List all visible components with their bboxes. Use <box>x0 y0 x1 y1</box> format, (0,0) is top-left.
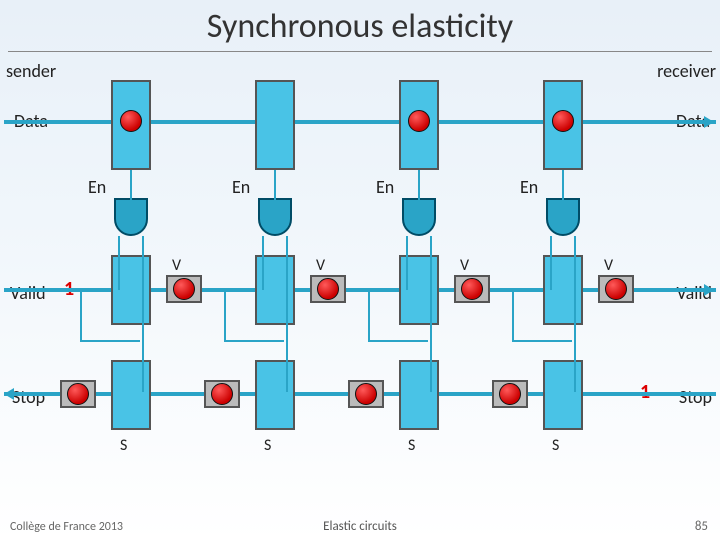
stop-arrow <box>4 388 14 400</box>
v-dot-0 <box>173 278 195 300</box>
s-label-3: S <box>552 436 559 455</box>
en-wire-0b <box>142 236 144 392</box>
cross-3 <box>512 340 572 342</box>
valid-reg-3 <box>543 255 583 325</box>
v-label-3: V <box>604 256 613 275</box>
en-gate-1 <box>252 200 298 238</box>
footer-right: 85 <box>695 519 708 534</box>
valid-reg-1 <box>255 255 295 325</box>
cross-0v <box>80 292 82 340</box>
receiver-label: receiver <box>657 60 716 82</box>
valid-reg-2 <box>399 255 439 325</box>
s-dot-2 <box>355 383 377 405</box>
v-label-2: V <box>460 256 469 275</box>
data-reg-1 <box>255 80 295 170</box>
en-gate-2 <box>396 200 442 238</box>
data-dot-1 <box>408 110 430 132</box>
en-label-0: En <box>88 176 106 198</box>
s-dot-0 <box>67 383 89 405</box>
sender-label: sender <box>6 60 56 82</box>
en-label-3: En <box>520 176 538 198</box>
cross-3v <box>512 292 514 340</box>
en-gate-0 <box>108 200 154 238</box>
footer-mid: Elastic circuits <box>0 519 720 534</box>
valid-arrow <box>704 284 714 296</box>
cross-2 <box>368 340 428 342</box>
en-label-2: En <box>376 176 394 198</box>
diagram: sender receiver Data Data Valid Valid St… <box>0 60 720 500</box>
stop-reg-2 <box>399 360 439 430</box>
en-wire-2b <box>430 236 432 392</box>
v-label-0: V <box>172 256 181 275</box>
cross-1 <box>224 340 284 342</box>
s-dot-1 <box>211 383 233 405</box>
data-arrow <box>704 116 714 128</box>
en-wire-2-up <box>418 170 420 202</box>
v-dot-2 <box>461 278 483 300</box>
en-wire-0a <box>118 236 120 290</box>
data-dot-2 <box>552 110 574 132</box>
valid-left-label: Valid <box>10 282 46 304</box>
v-dot-1 <box>317 278 339 300</box>
stop-right-label: Stop <box>679 386 712 408</box>
data-dot-0 <box>120 110 142 132</box>
en-wire-1-up <box>274 170 276 202</box>
en-gate-3 <box>540 200 586 238</box>
en-wire-0-up <box>130 170 132 202</box>
cross-1v <box>224 292 226 340</box>
en-wire-3b <box>574 236 576 392</box>
page-title: Synchronous elasticity <box>8 0 712 52</box>
v-label-1: V <box>316 256 325 275</box>
cross-0 <box>80 340 140 342</box>
cross-2v <box>368 292 370 340</box>
en-wire-1a <box>262 236 264 290</box>
stop-reg-0 <box>111 360 151 430</box>
s-dot-3 <box>499 383 521 405</box>
en-label-1: En <box>232 176 250 198</box>
en-wire-3a <box>550 236 552 290</box>
valid-reg-0 <box>111 255 151 325</box>
s-label-0: S <box>120 436 127 455</box>
s-label-2: S <box>408 436 415 455</box>
v-dot-3 <box>605 278 627 300</box>
stop-reg-3 <box>543 360 583 430</box>
stop-left-label: Stop <box>12 386 45 408</box>
en-wire-1b <box>286 236 288 392</box>
stop-reg-1 <box>255 360 295 430</box>
en-wire-3-up <box>562 170 564 202</box>
s-label-1: S <box>264 436 271 455</box>
en-wire-2a <box>406 236 408 290</box>
